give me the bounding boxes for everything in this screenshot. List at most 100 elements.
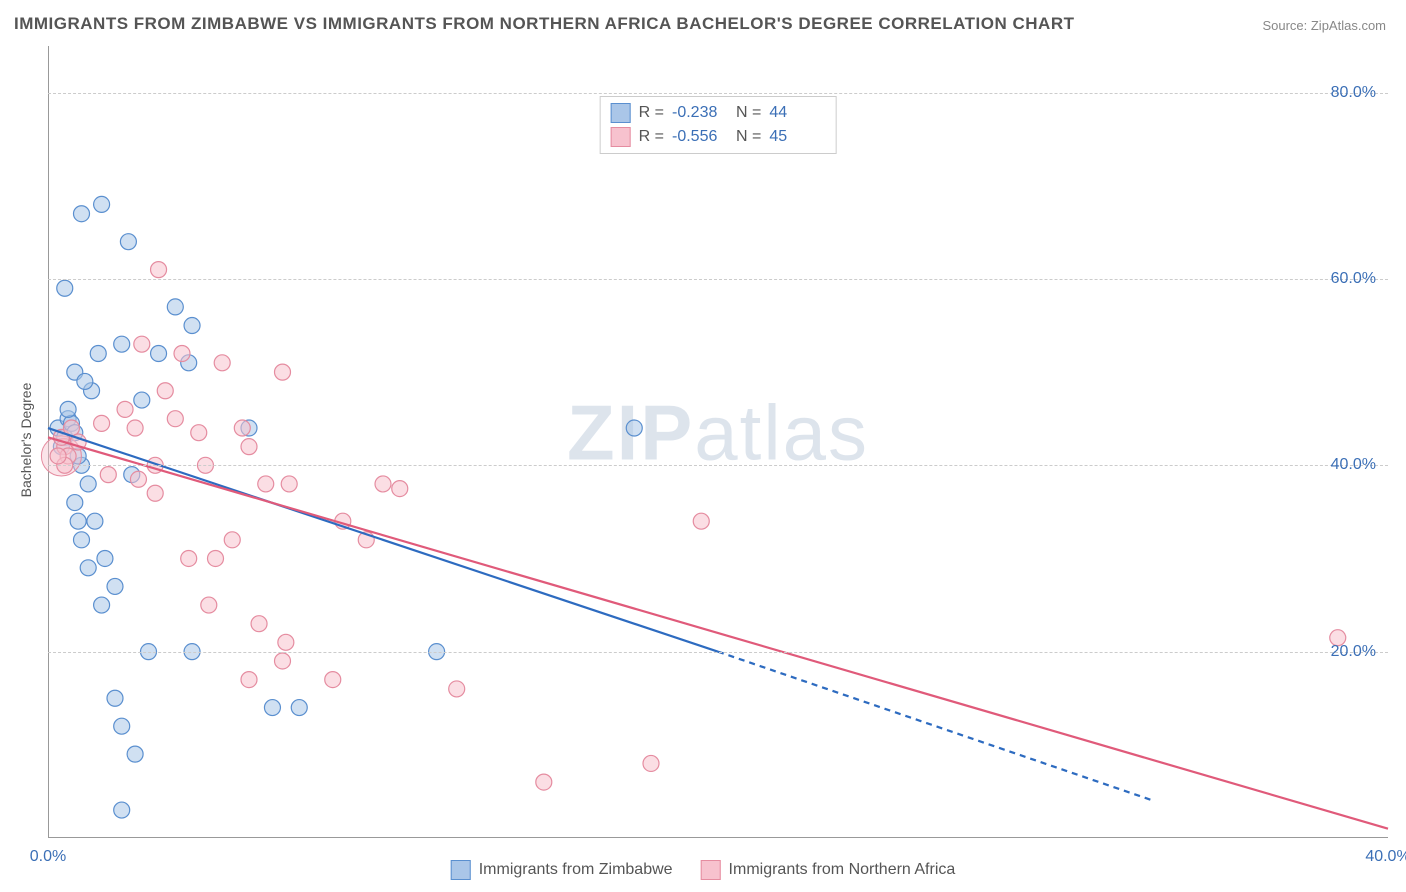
trend-line <box>48 428 718 652</box>
chart-container: IMMIGRANTS FROM ZIMBABWE VS IMMIGRANTS F… <box>0 0 1406 892</box>
n-label: N = <box>736 104 761 122</box>
scatter-point <box>275 653 291 669</box>
scatter-point <box>117 401 133 417</box>
scatter-point <box>80 476 96 492</box>
scatter-point <box>191 425 207 441</box>
scatter-point <box>241 439 257 455</box>
scatter-point <box>130 471 146 487</box>
legend-label-northern-africa: Immigrants from Northern Africa <box>729 861 956 879</box>
scatter-point <box>208 550 224 566</box>
n-value-zimbabwe: 44 <box>769 104 825 122</box>
scatter-point <box>134 336 150 352</box>
stats-row-northern-africa: R = -0.556 N = 45 <box>611 125 826 149</box>
scatter-point <box>264 700 280 716</box>
scatter-point <box>74 206 90 222</box>
scatter-point <box>258 476 274 492</box>
scatter-point <box>80 560 96 576</box>
scatter-point <box>693 513 709 529</box>
scatter-point <box>50 448 66 464</box>
scatter-point <box>241 672 257 688</box>
r-label: R = <box>639 104 664 122</box>
legend-label-zimbabwe: Immigrants from Zimbabwe <box>479 861 673 879</box>
scatter-point <box>392 481 408 497</box>
y-tick-label: 80.0% <box>1331 84 1376 102</box>
scatter-point <box>120 234 136 250</box>
y-tick-label: 40.0% <box>1331 456 1376 474</box>
r-value-zimbabwe: -0.238 <box>672 104 728 122</box>
scatter-point <box>626 420 642 436</box>
scatter-point <box>107 690 123 706</box>
plot-area: ZIPatlas R = -0.238 N = 44 R = -0.556 N … <box>48 46 1388 838</box>
legend-item-northern-africa: Immigrants from Northern Africa <box>701 860 956 880</box>
swatch-zimbabwe <box>611 103 631 123</box>
scatter-point <box>375 476 391 492</box>
n-value-northern-africa: 45 <box>769 128 825 146</box>
gridline-h <box>48 652 1388 653</box>
scatter-point <box>536 774 552 790</box>
legend-swatch-northern-africa <box>701 860 721 880</box>
x-tick-label: 0.0% <box>30 848 66 866</box>
scatter-point <box>278 634 294 650</box>
y-axis-title: Bachelor's Degree <box>18 383 34 498</box>
scatter-point <box>94 415 110 431</box>
x-tick-label: 40.0% <box>1365 848 1406 866</box>
scatter-point <box>167 411 183 427</box>
scatter-point <box>151 345 167 361</box>
scatter-point <box>94 196 110 212</box>
scatter-point <box>134 392 150 408</box>
scatter-point <box>449 681 465 697</box>
n-label: N = <box>736 128 761 146</box>
scatter-point <box>57 280 73 296</box>
chart-title: IMMIGRANTS FROM ZIMBABWE VS IMMIGRANTS F… <box>14 14 1074 34</box>
scatter-point <box>251 616 267 632</box>
legend-swatch-zimbabwe <box>451 860 471 880</box>
gridline-h <box>48 465 1388 466</box>
stats-box: R = -0.238 N = 44 R = -0.556 N = 45 <box>600 96 837 154</box>
scatter-point <box>100 467 116 483</box>
scatter-point <box>87 513 103 529</box>
scatter-point <box>127 746 143 762</box>
scatter-point <box>77 373 93 389</box>
scatter-point <box>97 550 113 566</box>
scatter-point <box>643 755 659 771</box>
r-value-northern-africa: -0.556 <box>672 128 728 146</box>
scatter-point <box>174 345 190 361</box>
scatter-point <box>67 495 83 511</box>
trend-line <box>48 437 1388 828</box>
scatter-point <box>291 700 307 716</box>
scatter-point <box>167 299 183 315</box>
scatter-point <box>127 420 143 436</box>
scatter-point <box>114 336 130 352</box>
gridline-h <box>48 279 1388 280</box>
scatter-point <box>70 513 86 529</box>
plot-svg <box>48 46 1388 838</box>
r-label: R = <box>639 128 664 146</box>
scatter-point <box>325 672 341 688</box>
scatter-point <box>114 802 130 818</box>
scatter-point <box>281 476 297 492</box>
scatter-point <box>60 401 76 417</box>
y-tick-label: 60.0% <box>1331 270 1376 288</box>
scatter-point <box>94 597 110 613</box>
scatter-point <box>184 318 200 334</box>
scatter-point <box>147 485 163 501</box>
scatter-point <box>224 532 240 548</box>
scatter-point <box>234 420 250 436</box>
stats-row-zimbabwe: R = -0.238 N = 44 <box>611 101 826 125</box>
scatter-point <box>107 578 123 594</box>
scatter-point <box>90 345 106 361</box>
scatter-point <box>275 364 291 380</box>
bottom-legend: Immigrants from Zimbabwe Immigrants from… <box>451 860 956 880</box>
scatter-point <box>157 383 173 399</box>
source-label: Source: ZipAtlas.com <box>1262 18 1386 33</box>
scatter-point <box>151 262 167 278</box>
scatter-point <box>114 718 130 734</box>
y-tick-label: 20.0% <box>1331 643 1376 661</box>
scatter-point <box>214 355 230 371</box>
gridline-h <box>48 93 1388 94</box>
scatter-point <box>201 597 217 613</box>
swatch-northern-africa <box>611 127 631 147</box>
scatter-point <box>181 550 197 566</box>
scatter-point <box>74 532 90 548</box>
legend-item-zimbabwe: Immigrants from Zimbabwe <box>451 860 673 880</box>
